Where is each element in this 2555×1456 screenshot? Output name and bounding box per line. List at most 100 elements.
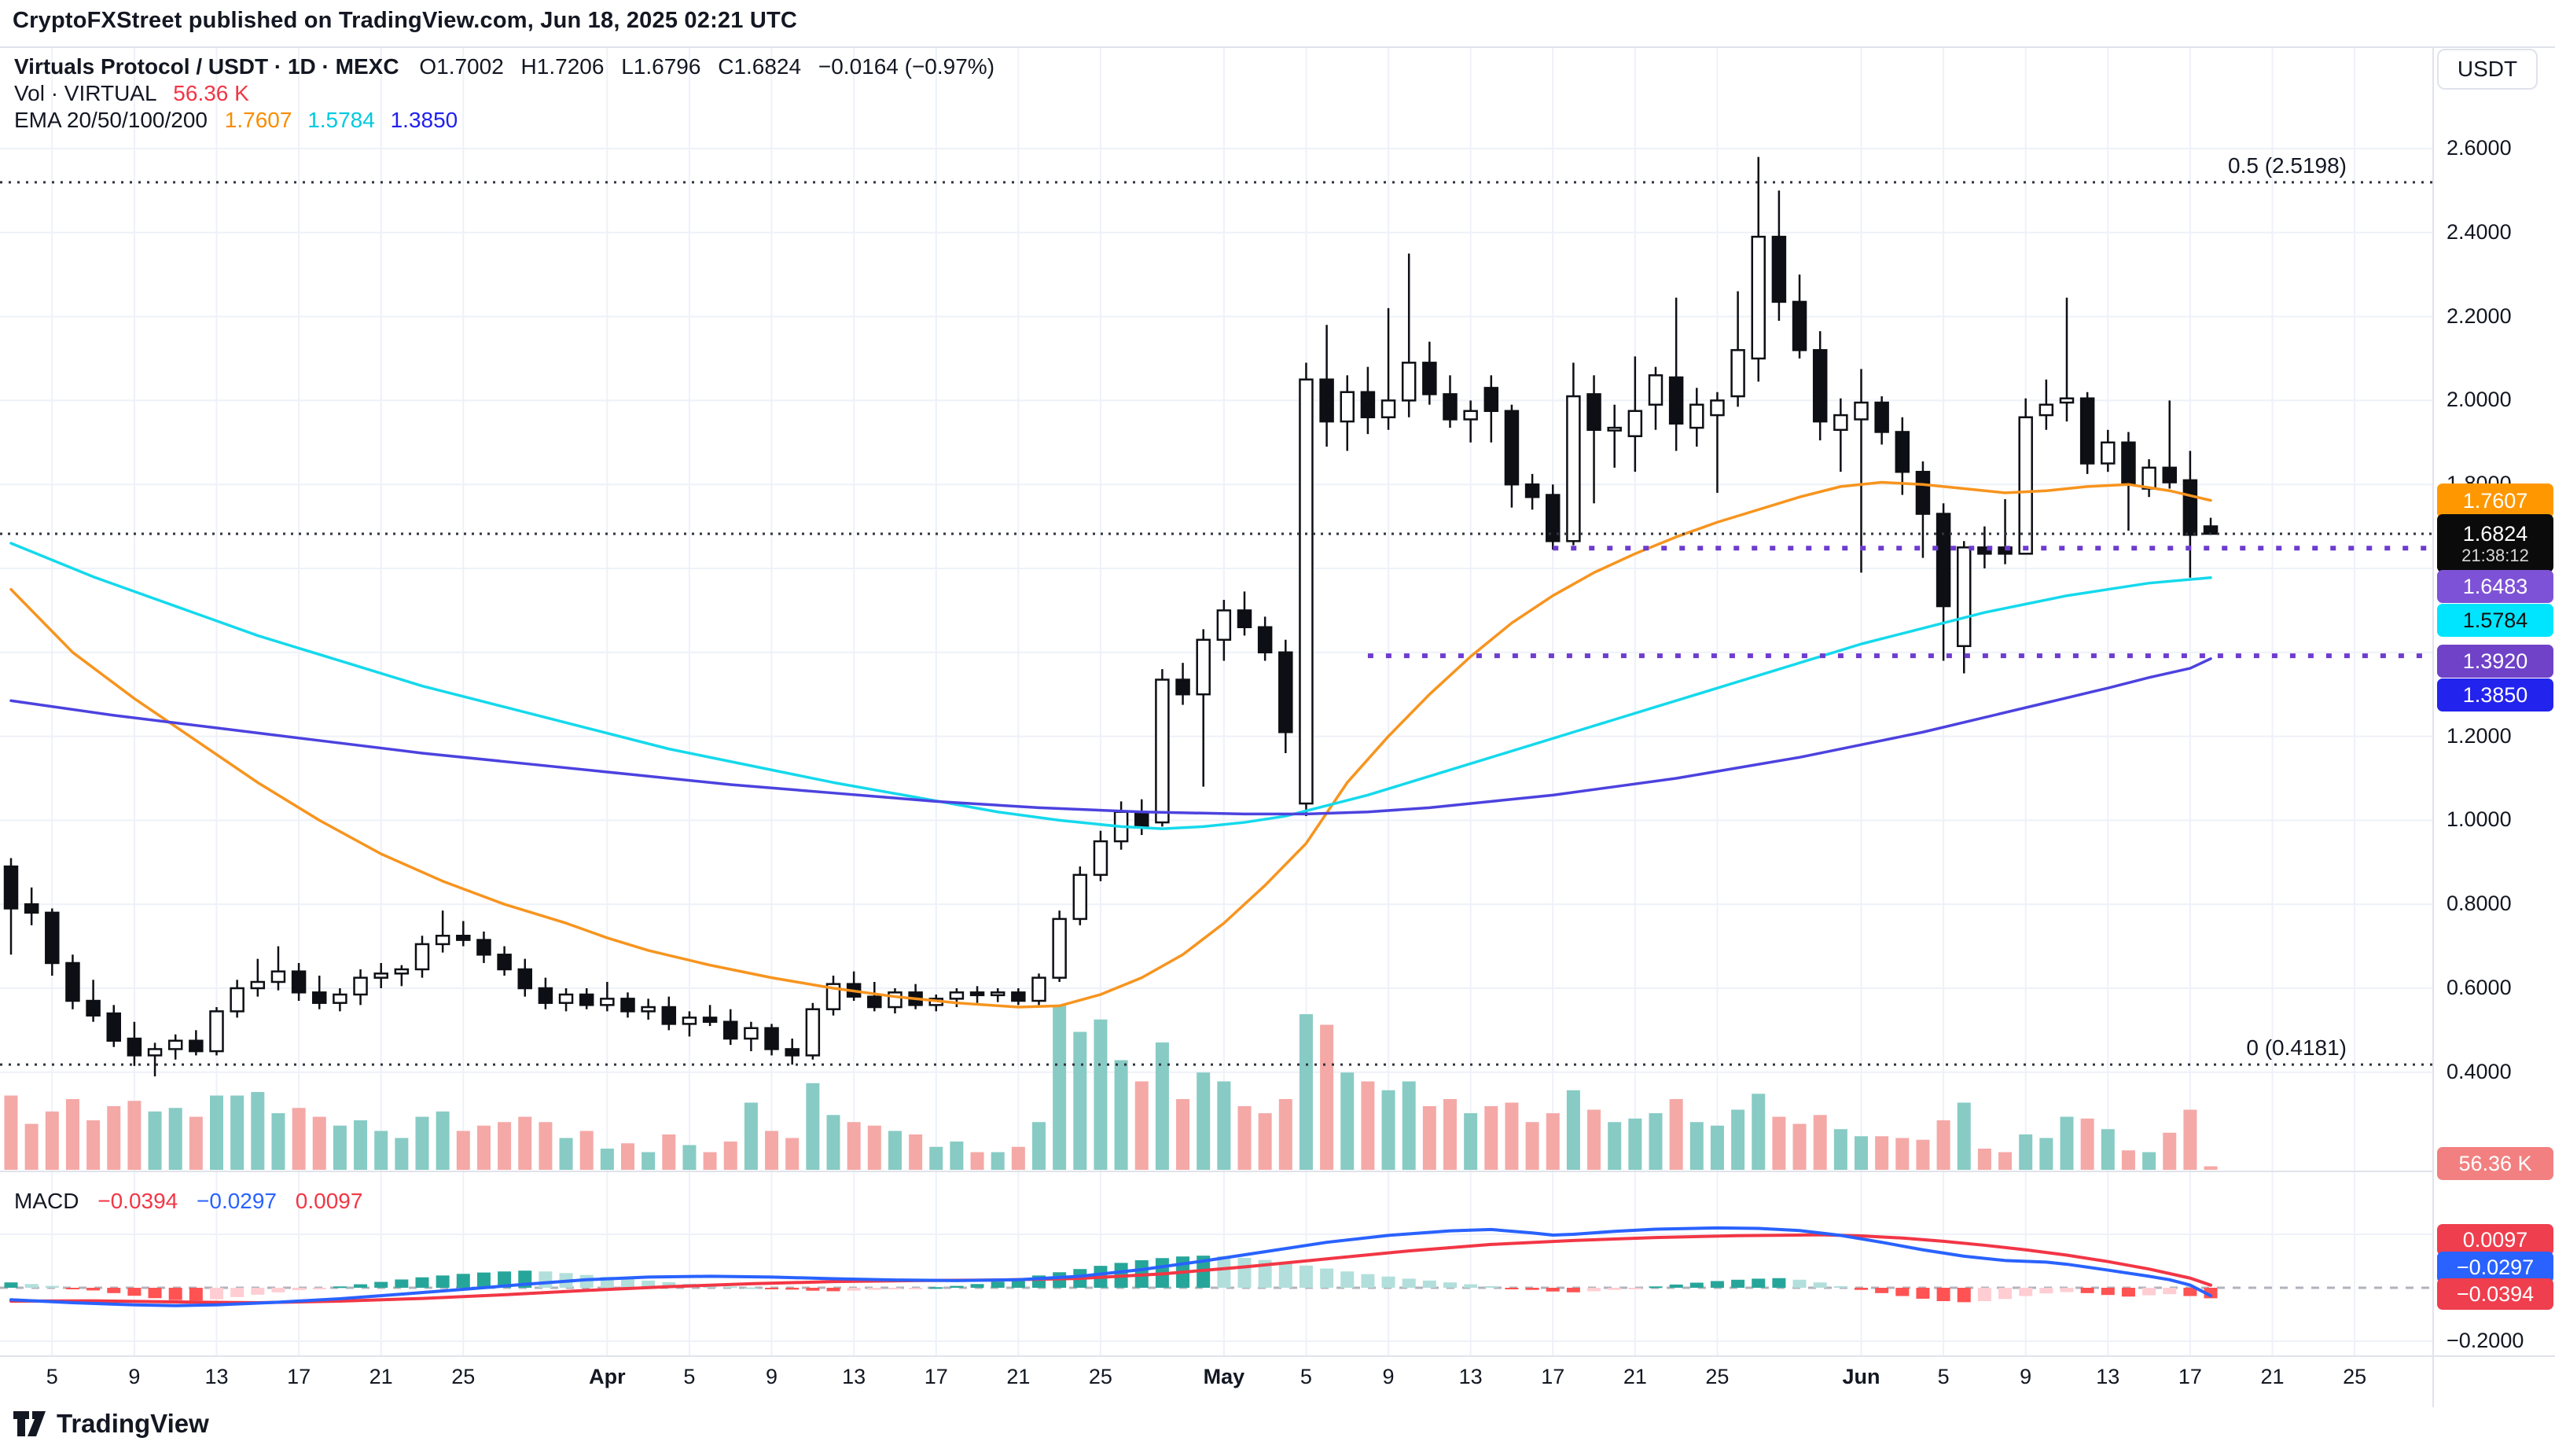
macd-hist-bar[interactable] [1608, 1288, 1622, 1290]
candle-up[interactable] [744, 1027, 759, 1040]
volume-bar[interactable] [682, 1145, 697, 1171]
candle-down[interactable] [86, 999, 101, 1017]
macd-legend-row[interactable]: MACD −0.0394 −0.0297 0.0097 [14, 1189, 375, 1214]
candle-down[interactable] [1422, 362, 1437, 395]
volume-bar[interactable] [806, 1083, 820, 1170]
macd-hist-bar[interactable] [24, 1284, 39, 1288]
macd-hist-bar[interactable] [621, 1278, 634, 1288]
volume-bar[interactable] [1422, 1106, 1436, 1170]
macd-hist-bar[interactable] [1813, 1282, 1827, 1288]
volume-bar[interactable] [86, 1120, 101, 1170]
volume-bar[interactable] [1484, 1106, 1498, 1170]
candle-down[interactable] [127, 1037, 142, 1057]
macd-hist-bar[interactable] [1855, 1288, 1868, 1290]
volume-bar[interactable] [1053, 1005, 1067, 1170]
volume-bar[interactable] [1073, 1031, 1087, 1171]
macd-hist-bar[interactable] [251, 1288, 265, 1295]
candle-up[interactable] [1216, 609, 1232, 642]
volume-legend-row[interactable]: Vol · VIRTUAL 56.36 K [14, 80, 1005, 107]
candle-up[interactable] [1710, 399, 1725, 417]
volume-bar[interactable] [1998, 1152, 2013, 1171]
candle-down[interactable] [1360, 391, 1376, 419]
symbol-title[interactable]: Virtuals Protocol / USDT · 1D · MEXC [14, 54, 399, 79]
volume-bar[interactable] [1546, 1113, 1560, 1170]
macd-hist-bar[interactable] [723, 1286, 737, 1289]
volume-bar[interactable] [1710, 1125, 1724, 1170]
macd-hist-bar[interactable] [826, 1288, 840, 1292]
candle-up[interactable] [1155, 678, 1170, 824]
volume-bar[interactable] [2183, 1109, 2197, 1171]
macd-hist-bar[interactable] [1649, 1286, 1663, 1289]
macd-hist-bar[interactable] [744, 1287, 758, 1289]
volume-bar[interactable] [354, 1120, 368, 1170]
volume-bar[interactable] [1443, 1099, 1457, 1170]
macd-hist-bar[interactable] [1936, 1288, 1950, 1301]
macd-hist-bar[interactable] [168, 1288, 182, 1300]
macd-hist-bar[interactable] [1361, 1274, 1375, 1288]
macd-hist-bar[interactable] [271, 1288, 285, 1292]
macd-hist-bar[interactable] [1422, 1280, 1436, 1288]
macd-hist-bar[interactable] [1689, 1282, 1704, 1288]
candle-down[interactable] [702, 1017, 718, 1023]
ema20-line[interactable] [9, 480, 2212, 1009]
volume-bar[interactable] [1176, 1099, 1190, 1170]
candle-down[interactable] [1134, 811, 1149, 828]
macd-hist-bar[interactable] [86, 1288, 101, 1291]
volume-bar[interactable] [1155, 1042, 1169, 1170]
macd-hist-bar[interactable] [2101, 1288, 2115, 1296]
candle-up[interactable] [990, 991, 1005, 997]
candle-down[interactable] [312, 991, 327, 1004]
candle-down[interactable] [1668, 376, 1684, 425]
volume-bar[interactable] [312, 1116, 326, 1171]
macd-hist-bar[interactable] [991, 1281, 1005, 1288]
macd-hist-bar[interactable] [148, 1288, 162, 1299]
candle-up[interactable] [641, 1006, 656, 1013]
candle-down[interactable] [456, 935, 471, 941]
macd-hist-bar[interactable] [2142, 1288, 2156, 1296]
candle-up[interactable] [373, 973, 388, 979]
candle-up[interactable] [1854, 401, 1869, 421]
candle-down[interactable] [24, 903, 39, 914]
volume-bar[interactable] [1669, 1099, 1683, 1170]
macd-hist-bar[interactable] [2039, 1288, 2053, 1294]
macd-hist-bar[interactable] [909, 1288, 923, 1289]
candle-down[interactable] [785, 1048, 800, 1057]
macd-hist-bar[interactable] [107, 1288, 121, 1293]
macd-hist-bar[interactable] [2060, 1288, 2074, 1292]
volume-bar[interactable] [1916, 1139, 1930, 1170]
volume-bar[interactable] [950, 1142, 964, 1170]
candle-up[interactable] [1093, 840, 1108, 877]
volume-bar[interactable] [1258, 1113, 1272, 1170]
volume-bar[interactable] [867, 1125, 881, 1170]
macd-hist-bar[interactable] [2121, 1288, 2135, 1297]
macd-hist-bar[interactable] [210, 1288, 223, 1300]
volume-bar[interactable] [2101, 1129, 2115, 1170]
macd-hist-bar[interactable] [2019, 1288, 2033, 1296]
volume-bar[interactable] [1464, 1113, 1478, 1170]
macd-hist-bar[interactable] [1464, 1284, 1478, 1288]
macd-hist-bar[interactable] [333, 1286, 347, 1289]
macd-hist-bar[interactable] [1278, 1263, 1292, 1288]
macd-hist-bar[interactable] [127, 1288, 142, 1296]
candle-up[interactable] [230, 987, 244, 1013]
candle-up[interactable] [1730, 349, 1745, 398]
volume-bar[interactable] [1340, 1072, 1355, 1170]
candle-up[interactable] [1052, 917, 1067, 979]
macd-hist-bar[interactable] [395, 1279, 409, 1288]
candle-up[interactable] [825, 983, 841, 1010]
volume-bar[interactable] [1566, 1090, 1580, 1170]
macd-hist-bar[interactable] [2080, 1288, 2094, 1293]
macd-hist-bar[interactable] [456, 1274, 470, 1288]
candle-up[interactable] [414, 943, 430, 971]
macd-hist-bar[interactable] [1669, 1284, 1683, 1288]
macd-hist-bar[interactable] [765, 1288, 779, 1289]
candle-down[interactable] [1483, 387, 1499, 413]
macd-hist-bar[interactable] [1731, 1279, 1745, 1288]
candle-down[interactable] [291, 970, 307, 994]
volume-bar[interactable] [1855, 1136, 1868, 1170]
volume-bar[interactable] [765, 1131, 779, 1171]
candle-down[interactable] [1011, 991, 1026, 1002]
volume-bar[interactable] [826, 1115, 840, 1170]
macd-hist-bar[interactable] [1977, 1288, 1991, 1301]
volume-bar[interactable] [45, 1111, 59, 1170]
